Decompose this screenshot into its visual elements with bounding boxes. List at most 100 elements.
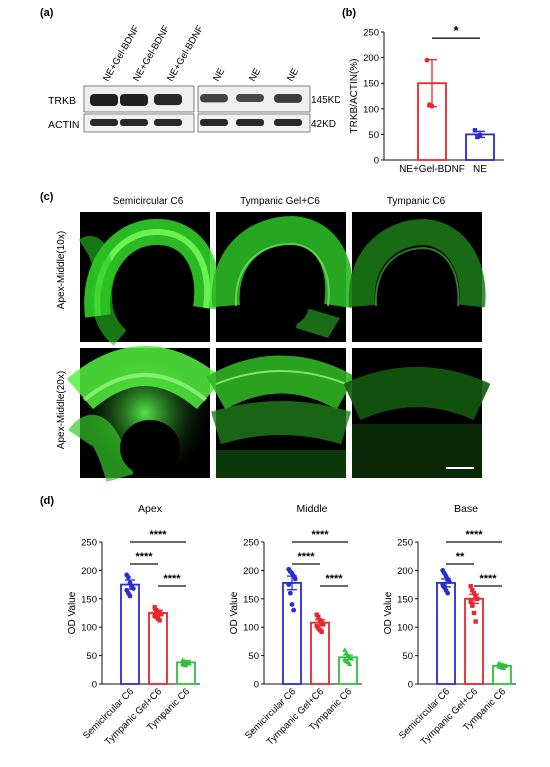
chart-b-data-point xyxy=(424,57,430,63)
chart-b-data-point xyxy=(477,132,483,138)
panel-d: (d) Apex 0 50 100 150 200 250 OD Value Semicircu… xyxy=(0,488,550,767)
trkb-actin-chart: (b) 0 50 100 150 200 250 TRKB/ACTIN(%) NE+Gel-B… xyxy=(342,7,504,175)
chart-d3-data-point xyxy=(446,579,452,585)
chart-d1-y-tick-label: 100 xyxy=(81,623,97,634)
chart-d-sig-label: **** xyxy=(163,573,181,585)
image-tympanic-gel-10x xyxy=(211,212,354,342)
chart-d3-y-tick-label: 100 xyxy=(397,623,413,634)
chart-d1-data-point xyxy=(186,660,192,666)
chart-d1-y-tick-label: 200 xyxy=(81,566,97,577)
chart-d-sig-label: **** xyxy=(149,529,167,541)
chart-b-bar xyxy=(465,133,495,161)
lane-label: NE xyxy=(285,67,301,84)
chart-d1-bar xyxy=(148,612,168,685)
trkb-band xyxy=(236,94,264,102)
trkb-band xyxy=(90,94,118,106)
chart-d3-bar xyxy=(436,581,456,685)
chart-d-sig-label: **** xyxy=(479,573,497,585)
chart-d1-y-tick-label: 0 xyxy=(92,680,97,691)
chart-d2-data-point xyxy=(314,623,319,629)
trkb-band xyxy=(120,94,148,106)
actin-band xyxy=(120,119,148,126)
chart-b-y-tick-label: 100 xyxy=(363,104,379,115)
chart-d3-y-tick-label: 250 xyxy=(397,538,413,549)
panel-b-label: (b) xyxy=(342,7,356,19)
panel-b: (b) 0 50 100 150 200 250 TRKB/ACTIN(%) NE+Gel-B… xyxy=(338,0,550,190)
actin-band xyxy=(90,119,118,126)
chart-d2-data-point xyxy=(292,576,298,582)
chart-d2-data-point xyxy=(317,618,323,623)
chart-d2-y-tick-label: 50 xyxy=(248,651,259,662)
chart-d3-data-point xyxy=(501,665,507,671)
chart-d3-y-axis-label: OD Value xyxy=(383,591,394,634)
chart-d3-data-point xyxy=(471,610,477,616)
chart-d3-y-tick-label: 0 xyxy=(408,680,413,691)
panel-c-label: (c) xyxy=(40,191,54,203)
chart-d3-data-point xyxy=(470,603,475,608)
chart-d3-data-point xyxy=(445,590,451,596)
chart-d2-data-point xyxy=(319,629,324,634)
size-label-42kd: 42KD xyxy=(311,119,336,130)
lane-label: NE xyxy=(247,67,263,84)
chart-d2-data-point xyxy=(314,612,319,617)
image-tympanic-20x xyxy=(343,348,491,478)
chart-d1-y-axis-label: OD Value xyxy=(67,591,78,634)
chart-b-x-tick-label: NE xyxy=(473,164,487,175)
chart-d1-data-point xyxy=(152,605,157,610)
micrograph-grid: (c) Semicircular C6 Tympanic Gel+C6 Tymp… xyxy=(40,191,491,482)
chart-d1-data-point xyxy=(183,662,189,668)
actin-band xyxy=(236,119,264,126)
lane-label: NE+Gel-BDNF xyxy=(165,24,206,84)
trkb-band xyxy=(274,94,302,103)
chart-b-sig-label: * xyxy=(453,23,459,38)
chart-d2-y-tick-label: 200 xyxy=(243,566,259,577)
panel-c: (c) Semicircular C6 Tympanic Gel+C6 Tymp… xyxy=(0,188,550,488)
chart-d2-bar xyxy=(282,581,302,685)
chart-d2-data-point xyxy=(348,655,354,661)
column-title-2: Tympanic Gel+C6 xyxy=(240,196,320,207)
chart-d3-data-point xyxy=(473,619,478,624)
chart-d2-data-point xyxy=(291,607,297,613)
actin-band xyxy=(200,119,228,126)
actin-band xyxy=(154,119,182,126)
chart-d2-y-tick-label: 100 xyxy=(243,623,259,634)
chart-d3-data-point xyxy=(471,590,477,596)
chart-d2-data-point xyxy=(287,590,293,596)
chart-d-sig-label: **** xyxy=(135,551,153,563)
chart-d2-data-point xyxy=(286,582,292,587)
image-tympanic-gel-20x xyxy=(206,348,356,478)
chart-d2-data-point xyxy=(347,661,353,667)
chart-d1-data-point xyxy=(159,611,164,617)
row-title-10x: Apex-Middle(10x) xyxy=(56,231,67,309)
panel-a: (a) NE+Gel-BDNF NE+Gel-BDNF NE+Gel-BDNF NE N… xyxy=(0,0,340,160)
chart-d-title: Middle xyxy=(297,503,328,515)
chart-b-data-point xyxy=(475,134,480,140)
chart-b-y-tick-label: 150 xyxy=(363,79,379,90)
chart-d1-y-tick-label: 150 xyxy=(81,594,97,605)
image-semicircular-10x xyxy=(78,212,221,346)
panel-d-label: (d) xyxy=(40,495,54,507)
chart-b-y-tick-label: 250 xyxy=(363,28,379,39)
chart-d-sig-label: **** xyxy=(297,551,315,563)
chart-d-sig-label: **** xyxy=(325,573,343,585)
chart-d3-data-point xyxy=(475,596,480,601)
column-title-1: Semicircular C6 xyxy=(113,196,184,207)
chart-d3-data-point xyxy=(468,584,473,589)
chart-d3-y-tick-label: 50 xyxy=(402,651,413,662)
chart-d2-y-tick-label: 150 xyxy=(243,594,259,605)
chart-d-title: Apex xyxy=(138,503,163,515)
chart-d1-data-point xyxy=(130,586,136,591)
chart-b-data-point xyxy=(472,128,478,133)
chart-d2-y-tick-label: 0 xyxy=(254,680,259,691)
chart-d2-data-point xyxy=(289,602,295,607)
row-title-20x: Apex-Middle(20x) xyxy=(56,371,67,449)
chart-d2-y-axis-label: OD Value xyxy=(229,591,240,634)
chart-d1-data-point xyxy=(157,618,162,623)
size-label-145kd: 145KD xyxy=(311,95,340,106)
chart-d3-y-tick-label: 150 xyxy=(397,594,413,605)
chart-b-y-tick-label: 50 xyxy=(368,130,379,141)
chart-d1-y-tick-label: 250 xyxy=(81,538,97,549)
chart-d3-data-point xyxy=(468,599,473,604)
lane-label: NE xyxy=(211,67,227,84)
